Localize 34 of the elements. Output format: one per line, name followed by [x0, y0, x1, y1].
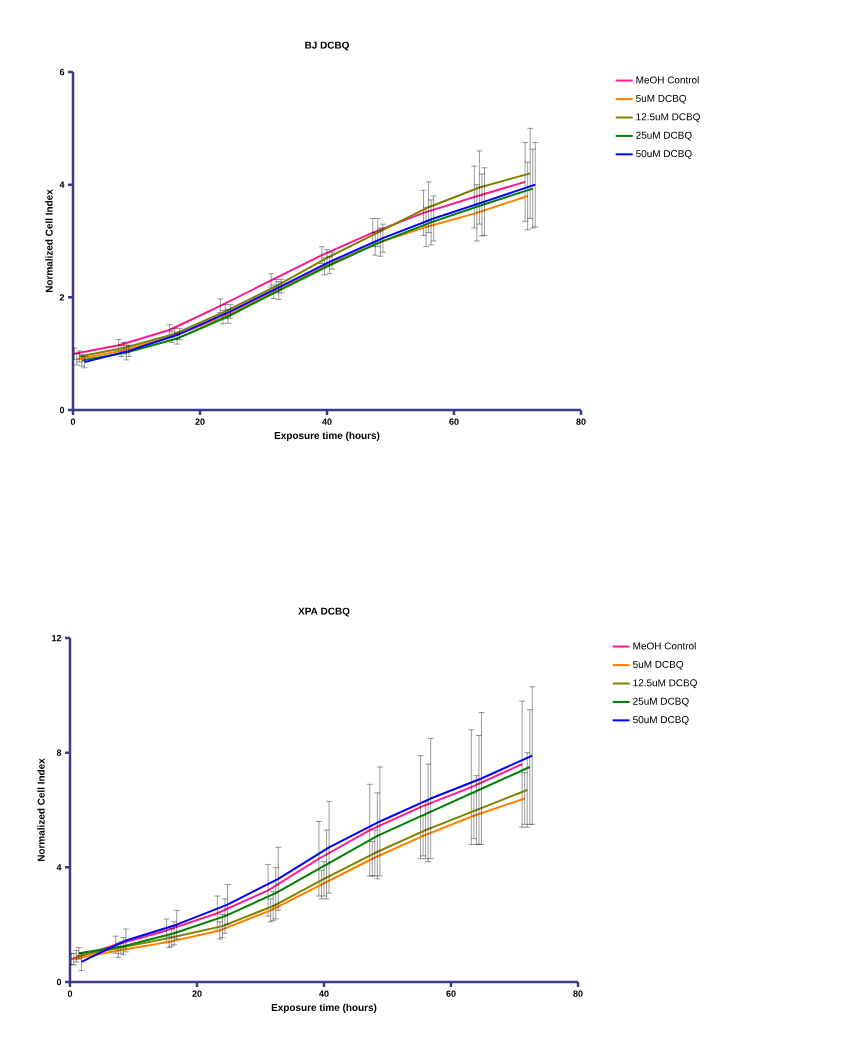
- y-axis-title: Normalized Cell Index: [37, 758, 45, 862]
- x-axis-title: Exposure time (hours): [274, 431, 380, 441]
- chart-title: XPA DCBQ: [298, 607, 350, 617]
- x-axis-title: Exposure time (hours): [271, 1003, 377, 1013]
- legend-label: 50uM DCBQ: [633, 716, 689, 725]
- legend-label: 25uM DCBQ: [633, 697, 689, 707]
- x-tick-label: 40: [319, 990, 329, 997]
- x-tick-label: 0: [70, 418, 76, 425]
- y-tick-label: 6: [59, 68, 65, 76]
- x-tick-label: 0: [67, 990, 73, 997]
- chart-title: BJ DCBQ: [305, 41, 349, 51]
- legend-label: 50uM DCBQ: [636, 150, 692, 159]
- legend-label: 12.5uM DCBQ: [633, 679, 697, 689]
- y-tick-label: 2: [59, 294, 65, 301]
- legend-label: MeOH Control: [633, 642, 696, 650]
- legend-label: 12.5uM DCBQ: [636, 113, 700, 123]
- legend-label: 5uM DCBQ: [633, 660, 684, 670]
- x-tick-label: 40: [322, 418, 332, 425]
- legend-label: 5uM DCBQ: [636, 94, 687, 104]
- y-tick-label: 8: [56, 749, 62, 756]
- y-tick-label: 0: [56, 978, 62, 986]
- y-tick-label: 0: [59, 406, 65, 414]
- x-tick-label: 20: [195, 418, 205, 425]
- x-tick-label: 60: [449, 418, 459, 425]
- x-tick-label: 20: [192, 990, 202, 997]
- y-tick-label: 12: [52, 634, 62, 642]
- y-axis-title: Normalized Cell Index: [45, 189, 53, 293]
- x-tick-label: 80: [573, 990, 583, 997]
- y-tick-label: 4: [56, 864, 62, 871]
- x-tick-label: 80: [576, 418, 586, 425]
- legend-label: MeOH Control: [636, 76, 699, 84]
- y-tick-label: 4: [59, 181, 65, 188]
- legend-label: 25uM DCBQ: [636, 131, 692, 141]
- x-tick-label: 60: [446, 990, 456, 997]
